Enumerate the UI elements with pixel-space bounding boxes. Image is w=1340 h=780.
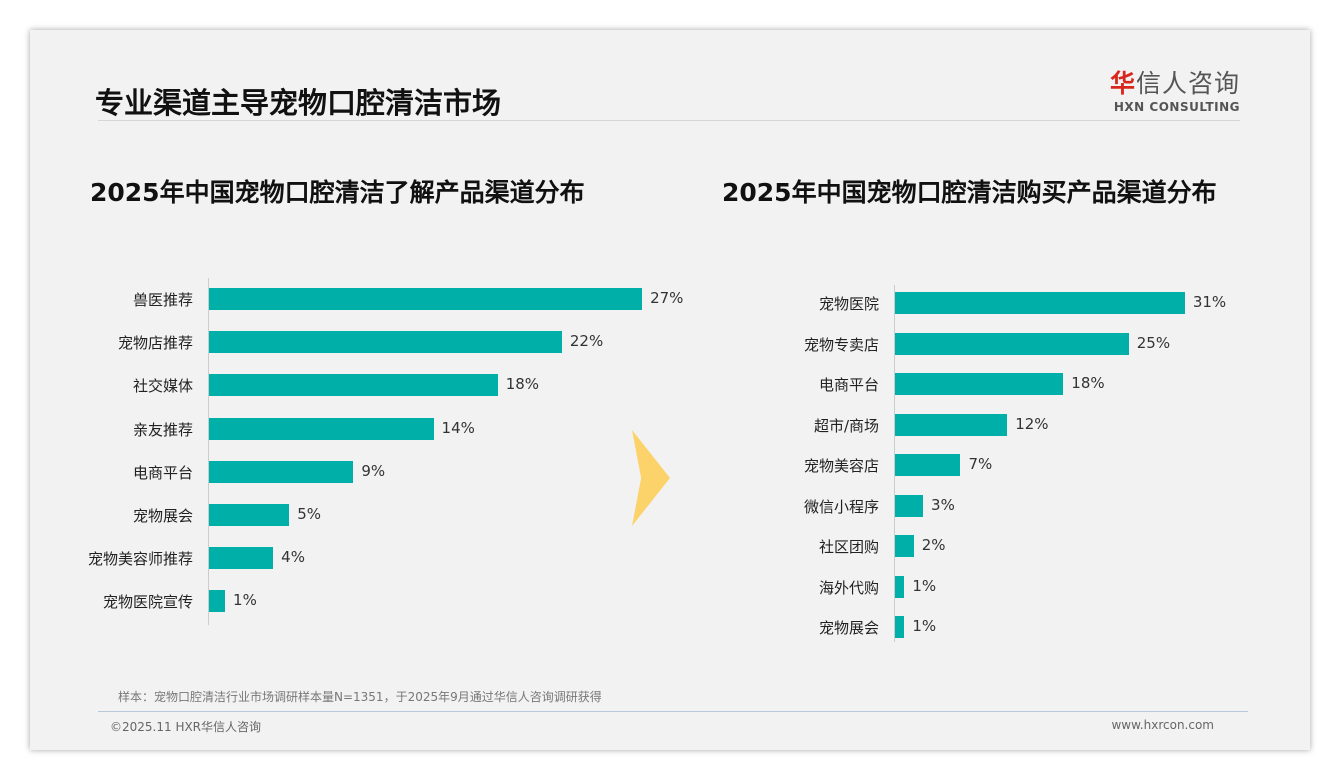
arrow-icon [632, 430, 670, 526]
data-label: 2% [921, 536, 946, 554]
data-label: 25% [1136, 333, 1171, 352]
category-label: 宠物医院宣传 [102, 593, 193, 612]
footer-divider [98, 711, 1248, 712]
left-chart-title: 2025年中国宠物口腔清洁了解产品渠道分布 [90, 178, 585, 207]
data-label: 1% [912, 576, 937, 595]
category-label: 亲友推荐 [132, 420, 193, 439]
bar [895, 575, 905, 598]
bar [209, 547, 274, 570]
category-label: 宠物展会 [132, 507, 193, 525]
logo-en: HXN CONSULTING [1113, 100, 1241, 114]
bar [209, 374, 498, 397]
bar [209, 288, 643, 310]
category-label: 宠物专卖店 [803, 335, 879, 354]
data-label: 7% [968, 455, 993, 473]
data-label: 4% [281, 548, 305, 567]
data-label: 1% [233, 591, 257, 610]
category-label: 宠物美容店 [803, 457, 879, 475]
category-label: 超市/商场 [813, 416, 879, 435]
bar [209, 504, 290, 526]
data-label: 18% [1071, 374, 1105, 392]
copyright: ©2025.11 HXR华信人咨询 [110, 720, 262, 734]
category-label: 宠物医院 [818, 295, 879, 313]
data-label: 31% [1192, 293, 1227, 311]
page-title: 专业渠道主导宠物口腔清洁市场 [95, 86, 502, 120]
category-label: 社区团购 [818, 538, 879, 556]
data-label: 1% [912, 617, 937, 635]
bar [895, 616, 905, 638]
bar [209, 331, 562, 354]
bar [895, 454, 961, 476]
category-label: 海外代购 [818, 578, 879, 597]
category-label: 电商平台 [132, 463, 193, 482]
data-label: 22% [569, 332, 604, 351]
data-label: 27% [650, 289, 684, 307]
data-label: 9% [361, 461, 386, 480]
bar [895, 292, 1185, 314]
category-label: 社交媒体 [132, 377, 193, 396]
title-divider [98, 120, 1240, 121]
data-label: 5% [297, 505, 321, 523]
bar [895, 332, 1129, 355]
data-label: 3% [931, 495, 955, 514]
category-label: 宠物店推荐 [117, 334, 193, 353]
data-label: 14% [441, 418, 475, 437]
bar [895, 373, 1064, 395]
right-chart-title: 2025年中国宠物口腔清洁购买产品渠道分布 [722, 178, 1217, 207]
category-label: 兽医推荐 [132, 291, 193, 309]
logo: 华信人咨询 HXN CONSULTING [1110, 64, 1240, 114]
slide: 专业渠道主导宠物口腔清洁市场 华信人咨询 HXN CONSULTING 2025… [30, 30, 1310, 750]
bar [895, 535, 914, 557]
data-label: 12% [1015, 414, 1049, 433]
sample-note: 样本：宠物口腔清洁行业市场调研样本量N=1351，于2025年9月通过华信人咨询… [118, 690, 602, 704]
logo-accent: 华 [1110, 69, 1137, 98]
bar [895, 413, 1008, 436]
category-label: 宠物展会 [818, 619, 879, 637]
y-axis [894, 285, 895, 642]
category-label: 电商平台 [818, 376, 879, 394]
bar [209, 460, 354, 483]
logo-cn: 信人咨询 [1136, 69, 1241, 98]
bar [209, 590, 226, 613]
category-label: 微信小程序 [803, 497, 879, 516]
bar [895, 494, 924, 517]
category-label: 宠物美容师推荐 [87, 550, 193, 569]
website-url: www.hxrcon.com [1111, 718, 1214, 732]
bar [209, 417, 434, 440]
data-label: 18% [505, 375, 540, 394]
y-axis [208, 278, 209, 625]
